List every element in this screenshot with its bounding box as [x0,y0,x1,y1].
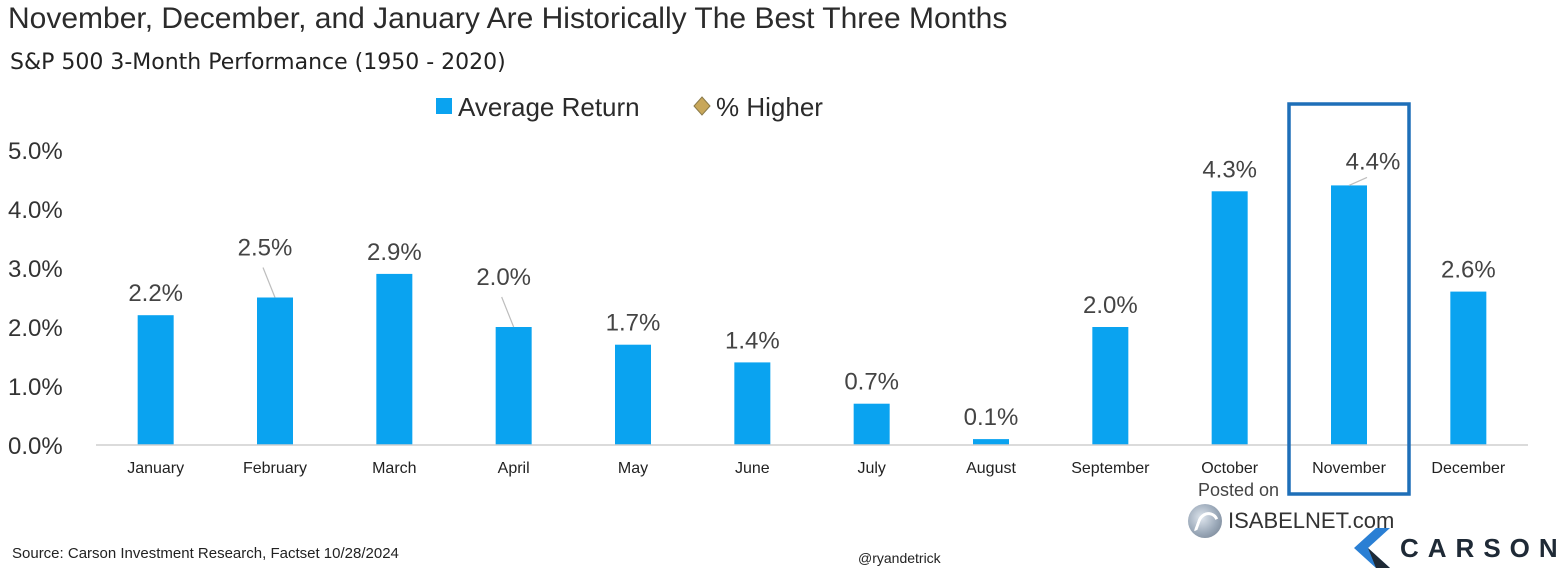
data-label-leader [1348,176,1368,186]
legend-label: Average Return [458,92,640,122]
y-tick-label: 5.0% [8,138,63,165]
data-label: 4.3% [1202,156,1257,183]
author-handle: @ryandetrick [858,550,941,566]
x-axis: January February March April May June July Augu… [96,444,1528,477]
data-label: 4.4% [1346,148,1401,175]
x-tick-label: May [618,460,648,477]
highlight-box [1287,102,1411,496]
x-tick-label: June [735,460,770,477]
carson-brand: CARSON [1354,528,1567,568]
bar-july [853,403,890,445]
x-tick-label: February [243,460,307,477]
x-tick-label: October [1201,460,1259,477]
source-note: Source: Carson Investment Research, Fact… [12,545,399,562]
bar-april [495,327,532,445]
legend-item-2: % Higher [693,92,823,122]
legend-square-marker [436,98,452,114]
y-axis: 0.0% 1.0% 2.0% 3.0% 4.0% 5.0% [8,138,63,460]
data-label: 0.7% [844,369,899,396]
bar-january [137,315,174,445]
x-tick-label: April [498,460,530,477]
data-label: 1.4% [725,327,780,354]
data-label: 2.2% [128,280,183,307]
data-label: 2.0% [1083,292,1138,319]
data-label: 2.0% [476,264,531,291]
isabelnet-text: ISABELNET.com [1228,508,1395,533]
isabelnet-logo-icon [1188,504,1222,538]
x-tick-label: March [372,460,416,477]
chart-subtitle: S&P 500 3-Month Performance (1950 - 2020… [10,50,506,75]
y-tick-label: 0.0% [8,433,63,460]
legend-item-1: Average Return [436,92,640,122]
bar-november [1331,185,1367,445]
data-label: 2.5% [238,235,293,262]
y-tick-label: 2.0% [8,315,63,342]
data-label: 1.7% [606,310,661,337]
data-label-leader [501,296,515,328]
y-tick-label: 1.0% [8,374,63,401]
bars: 2.2% 2.5% 2.9% 2.0% 1.7% 1.4% 0.7% 0.1% 2.0% 4.3%… [128,148,1496,445]
x-tick-label: August [966,460,1016,477]
x-tick-label: December [1431,460,1505,477]
x-tick-label: September [1071,460,1150,477]
isabelnet-watermark: ISABELNET.com [1188,504,1394,538]
bar-december [1450,291,1487,445]
highlight-rectangle [1287,102,1411,496]
x-tick-label: July [857,460,885,477]
y-tick-label: 4.0% [8,197,63,224]
data-label: 2.6% [1441,257,1496,284]
chart-title: November, December, and January Are Hist… [8,2,1008,35]
carson-text: CARSON [1400,532,1567,563]
legend: Average Return % Higher [436,92,823,122]
data-label-leader [262,267,276,298]
bar-march [376,273,413,445]
posted-on-text: Posted on [1198,480,1280,500]
x-tick-label: November [1312,460,1386,477]
bar-june [734,362,771,445]
bar-october [1211,191,1248,445]
bar-chart: Average Return % Higher 0.0% 1.0% 2.0% 3.0% 4… [8,92,1528,496]
legend-diamond-marker [693,96,711,116]
data-label: 2.9% [367,239,422,266]
bar-september [1092,327,1129,445]
y-tick-label: 3.0% [8,256,63,283]
bar-may [615,344,651,445]
x-tick-label: January [127,460,184,477]
carson-logo-icon [1354,528,1390,568]
data-label: 0.1% [964,404,1019,431]
bar-february [257,297,293,445]
legend-label: % Higher [716,92,823,122]
bar-august [973,439,1009,445]
